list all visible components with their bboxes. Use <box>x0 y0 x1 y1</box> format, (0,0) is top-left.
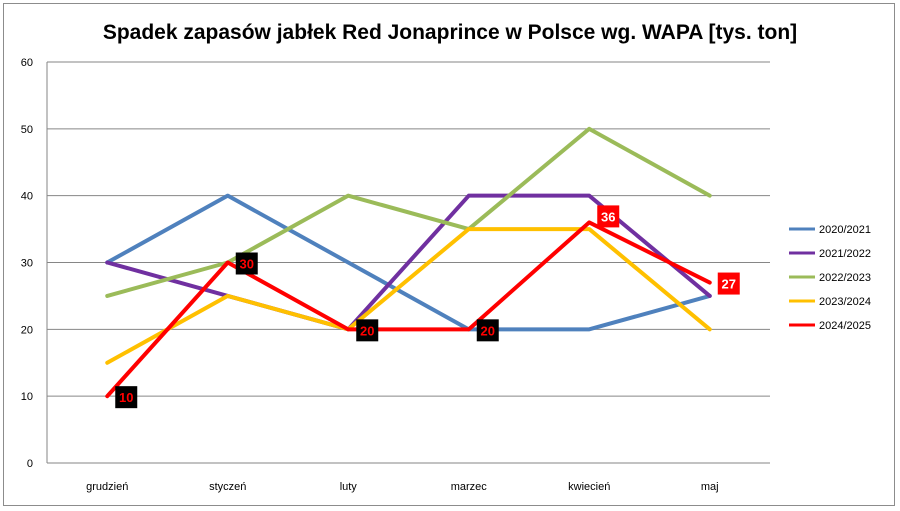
series-line-2024-2025 <box>105 220 712 399</box>
x-tick-label: grudzień <box>86 481 128 493</box>
data-label: 36 <box>601 209 615 224</box>
data-label: 20 <box>481 323 495 338</box>
data-label: 10 <box>119 390 133 405</box>
y-tick-label: 0 <box>27 458 33 470</box>
data-label: 27 <box>722 277 736 292</box>
x-tick-label: marzec <box>451 481 488 493</box>
data-label-box <box>597 205 620 228</box>
legend-entry: 2023/2024 <box>819 296 871 308</box>
data-label-box <box>356 319 379 342</box>
chart-frame <box>3 3 895 506</box>
y-tick-label: 30 <box>21 258 33 270</box>
legend-entry: 2022/2023 <box>819 272 871 284</box>
data-label-box <box>235 252 258 275</box>
x-tick-label: luty <box>340 481 358 493</box>
legend: 2020/2021 2021/2022 2022/2023 2023/2024 2024… <box>789 224 871 332</box>
data-label-box <box>476 319 499 342</box>
series-line-2023-2024 <box>105 227 712 365</box>
axes: 0 10 20 30 40 50 60 grudzień styczeń luty marzec kw… <box>21 57 770 493</box>
legend-entry: 2021/2022 <box>819 248 871 260</box>
data-label: 30 <box>240 257 254 272</box>
y-tick-label: 60 <box>21 57 33 69</box>
legend-entry: 2024/2025 <box>819 320 871 332</box>
y-tick-label: 50 <box>21 124 33 136</box>
y-tick-label: 10 <box>21 391 33 403</box>
y-tick-label: 20 <box>21 324 33 336</box>
y-tick-label: 40 <box>21 191 33 203</box>
data-labels: 10 30 20 20 36 27 <box>115 205 740 409</box>
series-line-2020-2021 <box>105 193 712 332</box>
gridlines <box>47 61 770 397</box>
x-tick-label: kwiecień <box>568 481 610 493</box>
chart-title: Spadek zapasów jabłek Red Jonaprince w P… <box>103 21 797 44</box>
series-line-2022-2023 <box>105 126 712 298</box>
x-tick-label: styczeń <box>209 481 246 493</box>
data-label: 20 <box>360 323 374 338</box>
data-label-box <box>115 386 138 409</box>
legend-entry: 2020/2021 <box>819 224 871 236</box>
x-tick-label: maj <box>701 481 719 493</box>
data-label-box <box>717 272 740 295</box>
